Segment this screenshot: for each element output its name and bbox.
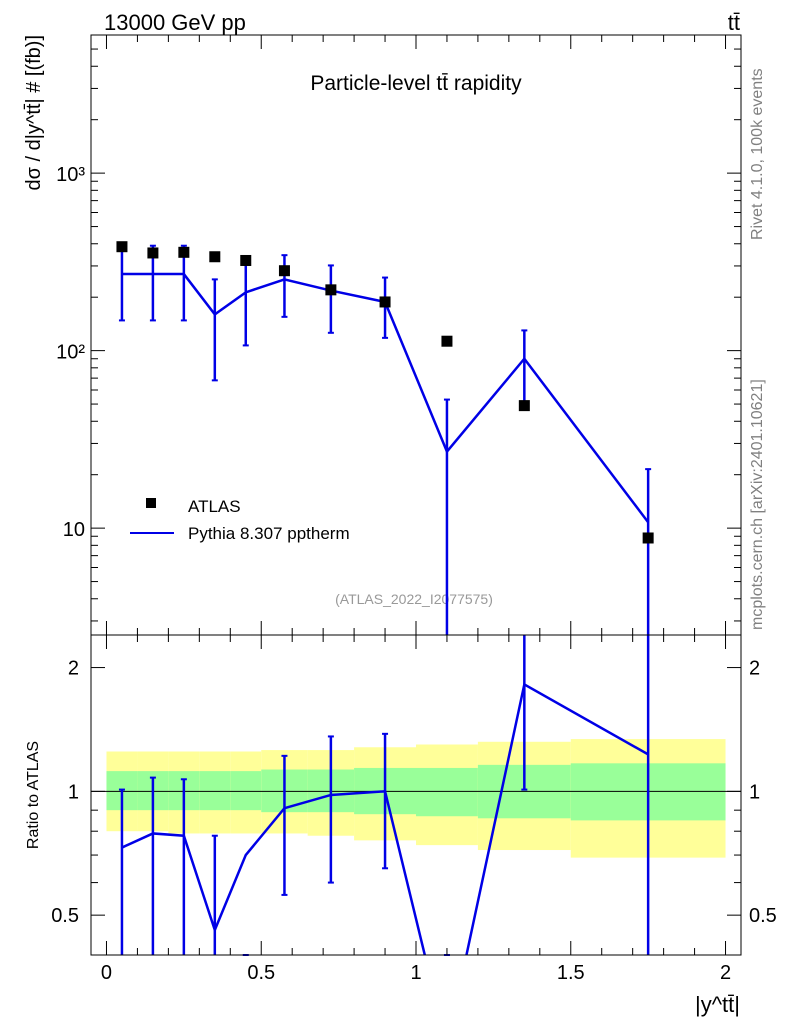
legend-atlas-label: ATLAS <box>188 497 241 516</box>
legend: ATLAS Pythia 8.307 pptherm <box>130 497 350 543</box>
uncertainty-band-inner <box>199 771 231 811</box>
ratio-y-tick-label-right: 0.5 <box>749 905 777 927</box>
legend-pythia-label: Pythia 8.307 pptherm <box>188 524 350 543</box>
rivet-label: Rivet 4.1.0, 100k events <box>749 68 766 240</box>
main-title: Particle-level tt̄ rapidity <box>310 72 522 95</box>
x-tick-label: 1 <box>410 962 421 984</box>
mcplots-label: mcplots.cern.ch [arXiv:2401.10621] <box>749 379 766 630</box>
ratio-bands <box>106 739 726 858</box>
main-marks <box>116 241 654 635</box>
x-tick-label: 0.5 <box>247 962 275 984</box>
data-point <box>209 251 221 263</box>
data-point <box>147 247 159 259</box>
uncertainty-band-inner <box>230 771 262 811</box>
ratio-y-tick-label: 2 <box>68 658 79 680</box>
legend-atlas-marker <box>146 498 156 508</box>
analysis-label: (ATLAS_2022_I2077575) <box>335 591 493 607</box>
mc-line <box>121 272 650 523</box>
data-point <box>441 335 453 347</box>
x-tick-label: 1.5 <box>557 962 585 984</box>
main-ylabel: dσ / d|y^tt̄| # [(fb)] <box>23 35 45 191</box>
data-point <box>642 532 654 544</box>
x-axis: 0 0.5 1 1.5 2 <box>101 635 731 984</box>
data-point <box>518 400 530 412</box>
uncertainty-band-inner <box>416 767 478 817</box>
data-point <box>379 296 391 308</box>
x-tick-label: 2 <box>720 962 731 984</box>
ratio-y-tick-label: 0.5 <box>51 905 79 927</box>
ratio-y-tick-label: 1 <box>68 781 79 803</box>
y-tick-label: 10³ <box>56 164 85 186</box>
ratio-ylabel: Ratio to ATLAS <box>25 741 42 849</box>
process-label: tt̄ <box>728 10 740 35</box>
main-y-axis: 10 10² 10³ <box>56 34 741 635</box>
data-point <box>325 284 337 296</box>
ratio-y-tick-label-right: 2 <box>749 658 760 680</box>
energy-label: 13000 GeV pp <box>104 10 246 35</box>
data-point <box>116 241 128 253</box>
ratio-frame <box>90 634 742 956</box>
data-point <box>240 254 252 266</box>
ratio-y-tick-label-right: 1 <box>749 781 760 803</box>
data-point <box>278 265 290 277</box>
y-tick-label: 10² <box>56 342 85 364</box>
data-point <box>178 246 190 258</box>
main-panel: Particle-level tt̄ rapidity (ATLAS_2022_… <box>23 34 742 636</box>
ratio-line <box>121 682 649 955</box>
ratio-marks <box>118 635 650 956</box>
x-tick-label: 0 <box>101 962 112 984</box>
main-frame <box>90 34 742 636</box>
y-tick-label: 10 <box>63 519 85 541</box>
ratio-panel: 0.5 0.5 1 1 2 2 0 0.5 1 1.5 2 Ratio to ATLAS |y^t… <box>25 634 777 1017</box>
x-axis-label: |y^tt̄| <box>695 992 740 1017</box>
